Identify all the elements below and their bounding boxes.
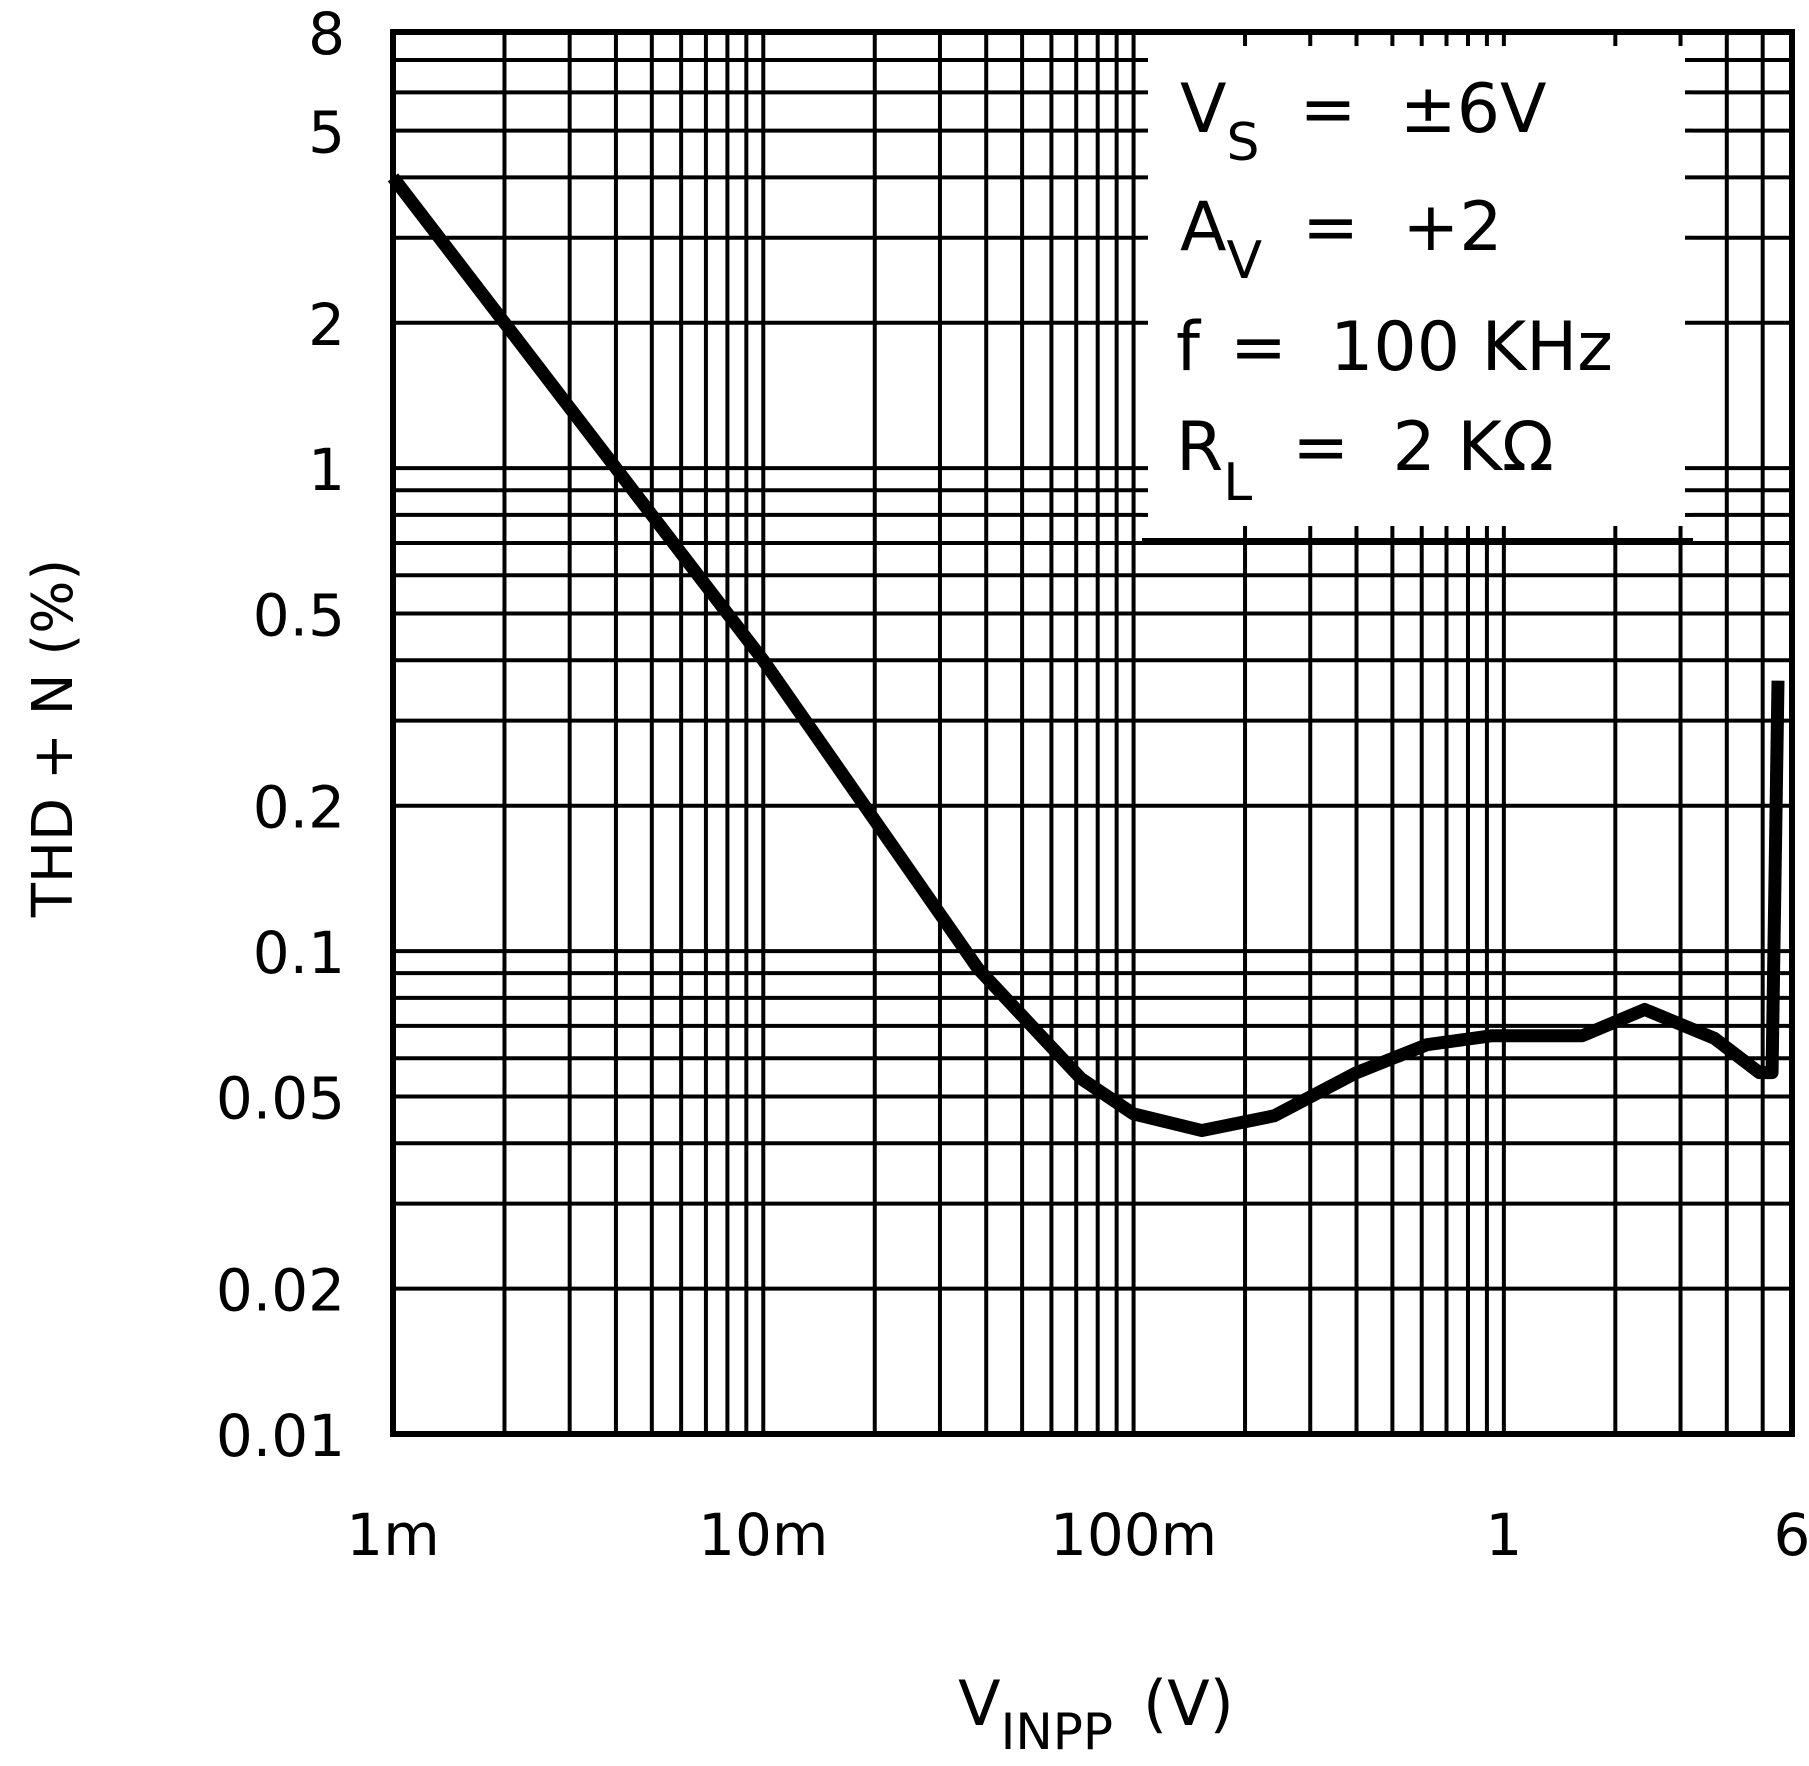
series-line bbox=[387, 173, 1785, 1138]
x-tick-label: 1m bbox=[346, 1501, 439, 1569]
y-tick-label: 0.01 bbox=[216, 1402, 345, 1470]
grid bbox=[391, 30, 1794, 1436]
legend: VS = ±6V AV = +2 f = 100 KHz RL = 2 KΩ bbox=[1176, 70, 1613, 513]
legend-box bbox=[1142, 32, 1693, 540]
series-layer bbox=[387, 173, 1785, 1138]
y-tick-label: 5 bbox=[308, 99, 345, 167]
y-tick-label: 1 bbox=[308, 436, 345, 504]
plot-frame bbox=[390, 29, 1795, 1437]
y-tick-label: 0.5 bbox=[253, 582, 345, 650]
x-tick-label: 6 bbox=[1774, 1501, 1809, 1569]
y-tick-label: 0.02 bbox=[216, 1257, 345, 1325]
legend-line-vs: VS = ±6V bbox=[1180, 70, 1547, 173]
y-axis-title: THD + N (%) bbox=[21, 559, 86, 919]
y-tick-labels: 0.01 0.02 0.05 0.1 0.2 0.5 1 2 5 8 bbox=[216, 0, 345, 1470]
x-tick-labels: 1m 10m 100m 1 6 bbox=[346, 1501, 1809, 1569]
x-tick-label: 1 bbox=[1485, 1501, 1522, 1569]
legend-line-f: f = 100 KHz bbox=[1176, 308, 1613, 387]
x-tick-label: 100m bbox=[1050, 1501, 1217, 1569]
legend-line-av: AV = +2 bbox=[1180, 188, 1503, 291]
y-tick-label: 8 bbox=[308, 0, 345, 68]
y-tick-label: 2 bbox=[308, 291, 345, 359]
y-tick-label: 0.1 bbox=[253, 919, 345, 987]
x-axis-title: VINPP (V) bbox=[958, 1667, 1234, 1761]
x-tick-label: 10m bbox=[698, 1501, 828, 1569]
legend-line-rl: RL = 2 KΩ bbox=[1176, 408, 1554, 513]
y-tick-label: 0.05 bbox=[216, 1064, 345, 1132]
y-tick-label: 0.2 bbox=[253, 774, 345, 842]
